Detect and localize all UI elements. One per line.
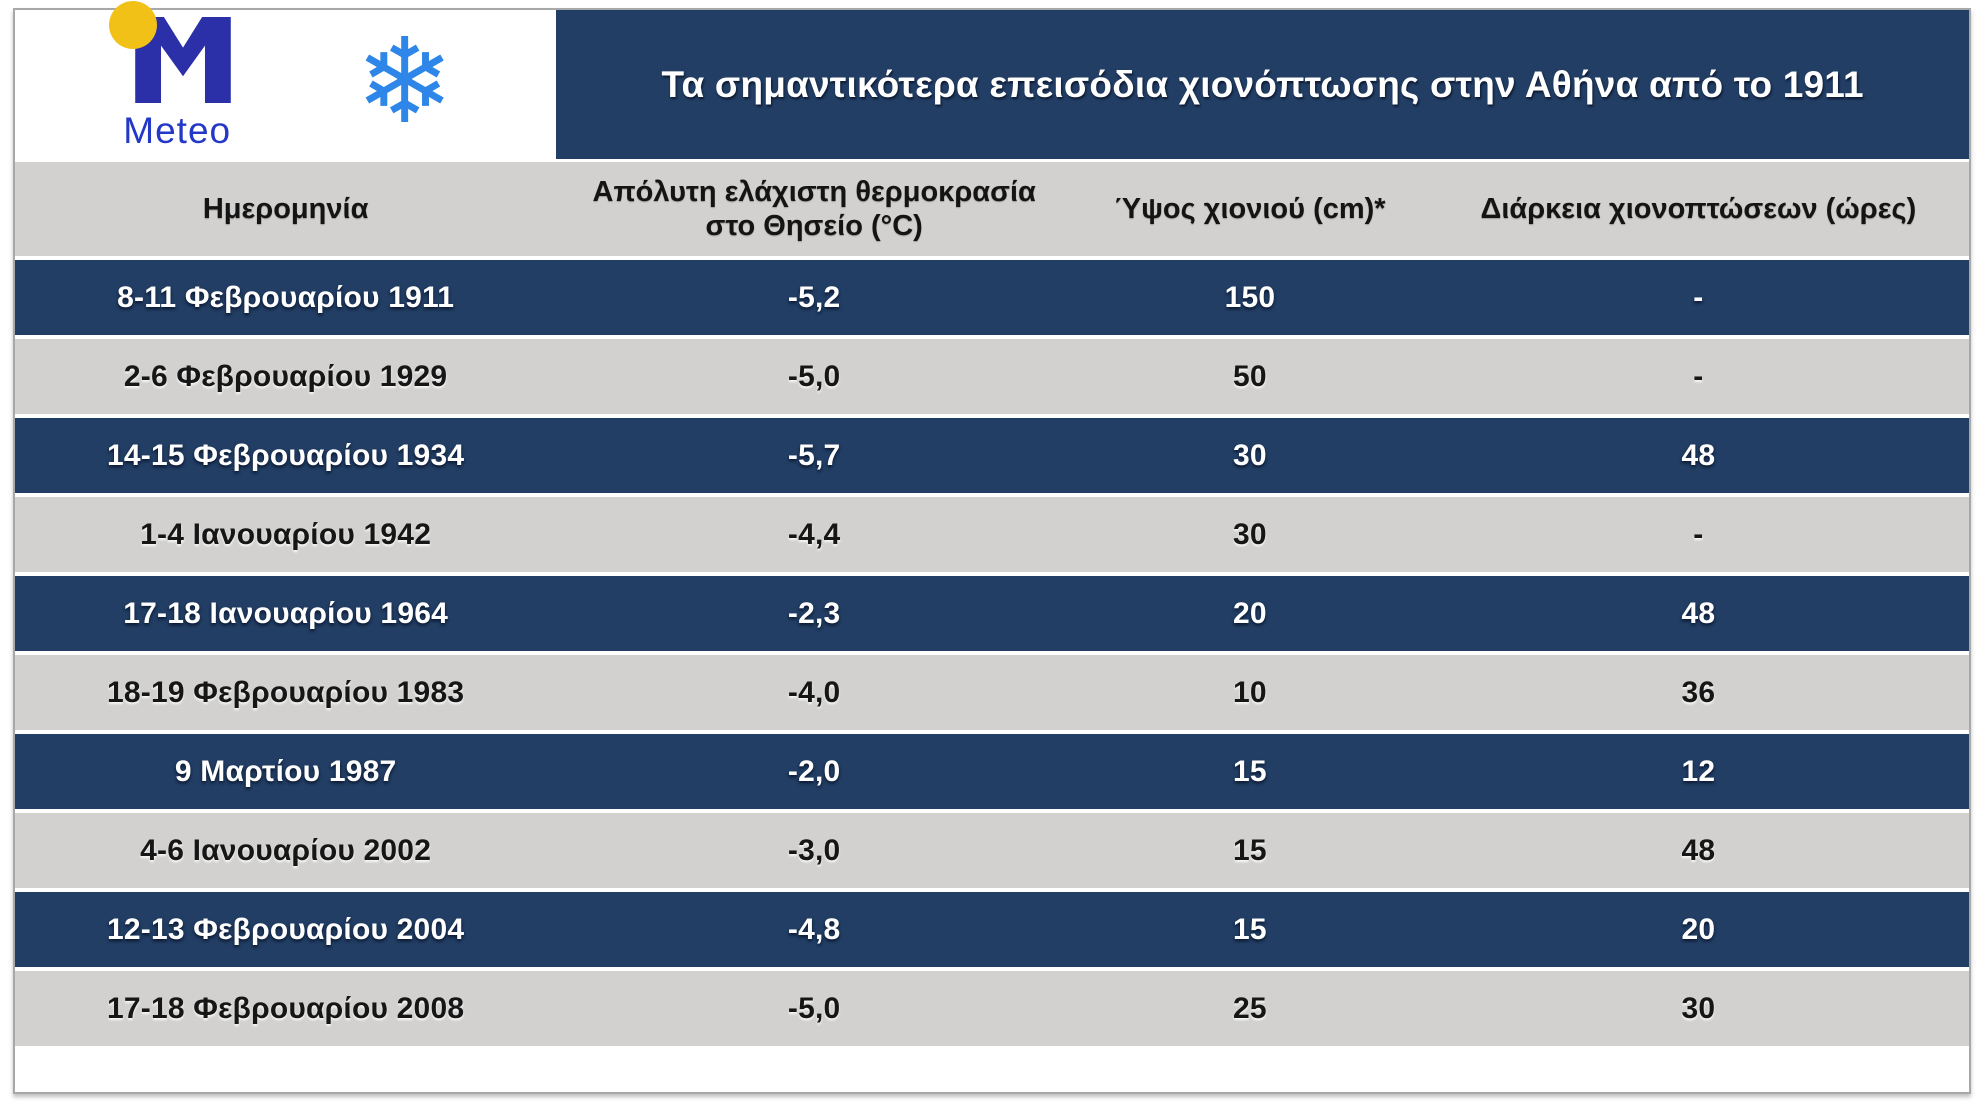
min-temp-cell: -3,0 [556, 811, 1073, 892]
m-letter-shape [135, 17, 231, 103]
logo-cell: Meteo ❄ [15, 1, 557, 159]
column-header-min-temp-label: Απόλυτη ελάχιστη θερμοκρασία στο Θησείο … [592, 175, 1036, 242]
duration-cell: 48 [1427, 811, 1969, 892]
date-cell: 18-19 Φεβρουαρίου 1983 [15, 653, 557, 734]
meteo-m-mark [109, 1, 231, 103]
table-header-row: Ημερομηνία Απόλυτη ελάχιστη θερμοκρασία … [15, 162, 1969, 260]
min-temp-cell: -4,4 [556, 495, 1073, 576]
column-header-snow-depth: Ύψος χιονιού (cm)* [1072, 162, 1428, 260]
column-header-duration: Διάρκεια χιονοπτώσεων (ώρες) [1427, 162, 1969, 260]
min-temp-cell: -5,2 [556, 258, 1073, 339]
table-body: 8-11 Φεβρουαρίου 1911 -5,2 150-2-6 Φεβρουα… [15, 258, 1969, 1050]
table-row: 17-18 Φεβρουαρίου 2008 -5,0 25 30 [15, 969, 1969, 1050]
duration-cell: 48 [1427, 416, 1969, 497]
min-temp-cell: -2,0 [556, 732, 1073, 813]
date-cell: 2-6 Φεβρουαρίου 1929 [15, 337, 557, 418]
snow-episodes-table: Ημερομηνία Απόλυτη ελάχιστη θερμοκρασία … [15, 162, 1969, 1050]
page-title: Τα σημαντικότερα επεισόδια χιονόπτωσης σ… [556, 10, 1969, 159]
min-temp-cell: -5,7 [556, 416, 1073, 497]
meteo-logo: Meteo [109, 1, 237, 152]
column-header-min-temp: Απόλυτη ελάχιστη θερμοκρασία στο Θησείο … [556, 162, 1073, 260]
table-row: 4-6 Ιανουαρίου 2002 -3,0 15 48 [15, 811, 1969, 892]
snow-depth-cell: 15 [1072, 732, 1428, 813]
duration-cell: 48 [1427, 574, 1969, 655]
min-temp-cell: -4,0 [556, 653, 1073, 734]
min-temp-cell: -5,0 [556, 969, 1073, 1050]
table-row: 12-13 Φεβρουαρίου 2004 -4,8 15 20 [15, 890, 1969, 971]
min-temp-cell: -4,8 [556, 890, 1073, 971]
date-cell: 12-13 Φεβρουαρίου 2004 [15, 890, 557, 971]
min-temp-cell: -5,0 [556, 337, 1073, 418]
snow-depth-cell: 30 [1072, 416, 1428, 497]
table-row: 9 Μαρτίου 1987 -2,0 15 12 [15, 732, 1969, 813]
date-cell: 8-11 Φεβρουαρίου 1911 [15, 258, 557, 339]
duration-cell: 30 [1427, 969, 1969, 1050]
snow-table-card: Meteo ❄ Τα σημαντικότερα επεισόδια χιονό… [13, 1, 1971, 1094]
snow-depth-cell: 20 [1072, 574, 1428, 655]
snowflake-icon: ❄ [355, 11, 455, 150]
date-cell: 17-18 Ιανουαρίου 1964 [15, 574, 557, 655]
min-temp-cell: -2,3 [556, 574, 1073, 655]
snow-depth-cell: 25 [1072, 969, 1428, 1050]
snow-depth-cell: 15 [1072, 811, 1428, 892]
duration-cell: 20 [1427, 890, 1969, 971]
date-cell: 4-6 Ιανουαρίου 2002 [15, 811, 557, 892]
table-row: 18-19 Φεβρουαρίου 1983 -4,0 10 36 [15, 653, 1969, 734]
table-row: 8-11 Φεβρουαρίου 1911 -5,2 150- [15, 258, 1969, 339]
table-row: 2-6 Φεβρουαρίου 1929 -5,0 50- [15, 337, 1969, 418]
duration-cell: - [1427, 495, 1969, 576]
snow-depth-cell: 15 [1072, 890, 1428, 971]
table-row: 14-15 Φεβρουαρίου 1934 -5,7 30 48 [15, 416, 1969, 497]
table-row: 17-18 Ιανουαρίου 1964 -2,3 20 48 [15, 574, 1969, 655]
duration-cell: 12 [1427, 732, 1969, 813]
snow-depth-cell: 10 [1072, 653, 1428, 734]
duration-cell: - [1427, 258, 1969, 339]
table-row: 1-4 Ιανουαρίου 1942 -4,4 30- [15, 495, 1969, 576]
snow-depth-cell: 50 [1072, 337, 1428, 418]
date-cell: 17-18 Φεβρουαρίου 2008 [15, 969, 557, 1050]
snow-depth-cell: 150 [1072, 258, 1428, 339]
date-cell: 9 Μαρτίου 1987 [15, 732, 557, 813]
date-cell: 14-15 Φεβρουαρίου 1934 [15, 416, 557, 497]
column-header-date: Ημερομηνία [15, 162, 557, 260]
duration-cell: - [1427, 337, 1969, 418]
sun-dot-icon [109, 1, 158, 49]
snow-depth-cell: 30 [1072, 495, 1428, 576]
date-cell: 1-4 Ιανουαρίου 1942 [15, 495, 557, 576]
brand-name: Meteo [123, 110, 232, 151]
header-band: Meteo ❄ Τα σημαντικότερα επεισόδια χιονό… [15, 1, 1969, 162]
duration-cell: 36 [1427, 653, 1969, 734]
